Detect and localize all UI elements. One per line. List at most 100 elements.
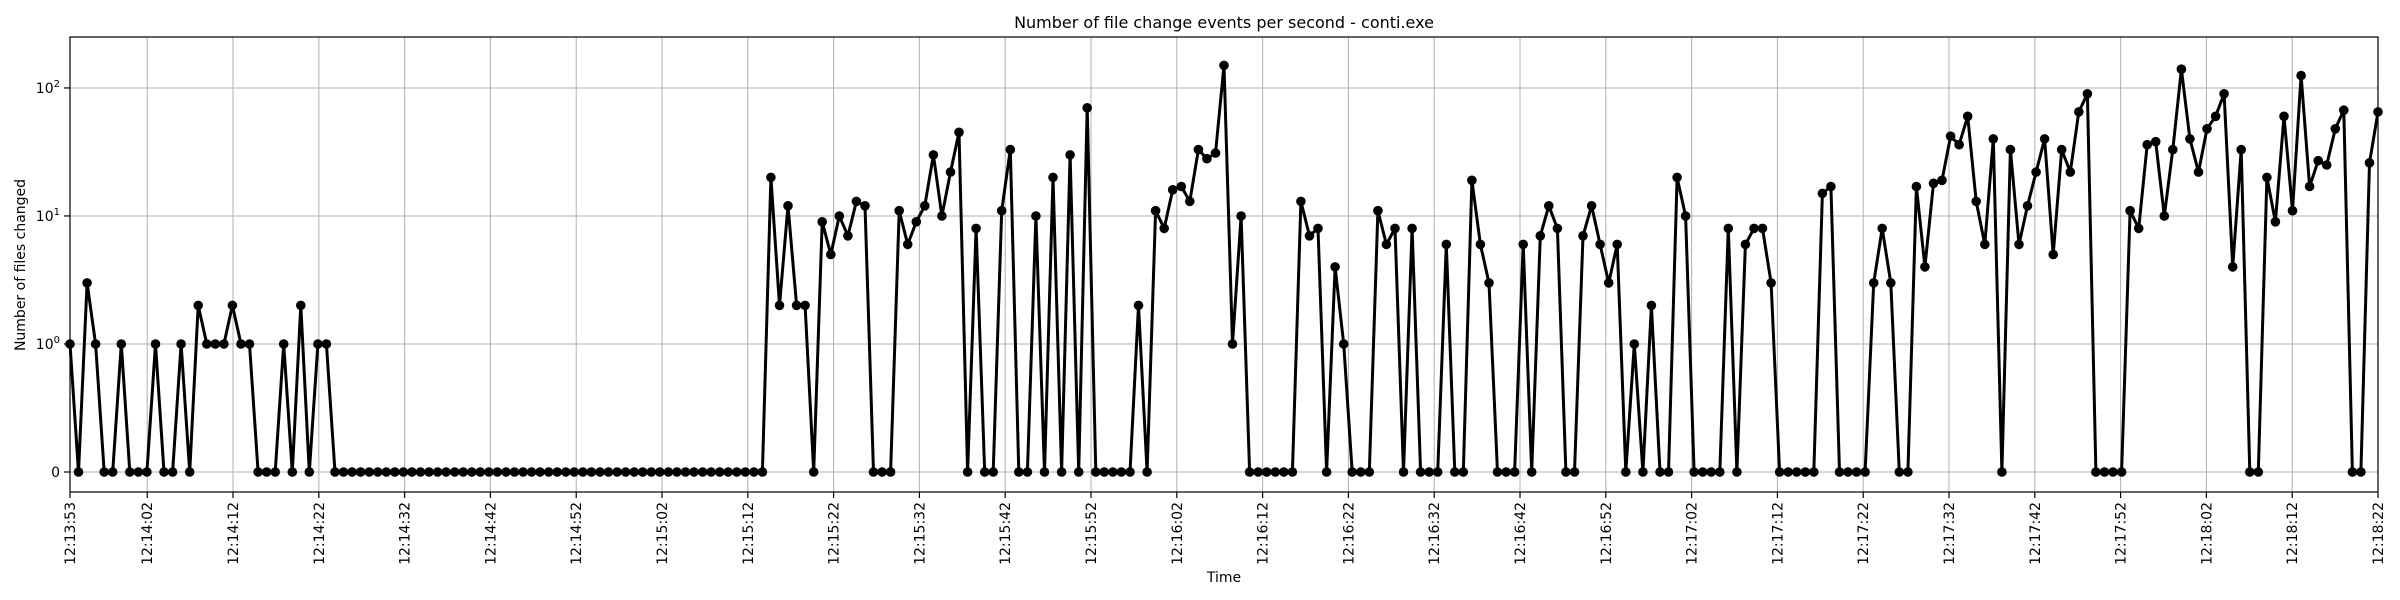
data-point xyxy=(219,339,229,349)
data-point xyxy=(116,339,127,349)
data-point xyxy=(1467,175,1477,186)
data-point xyxy=(2185,134,2195,144)
data-point xyxy=(1475,239,1486,250)
data-point xyxy=(920,201,930,211)
series-line xyxy=(68,63,2380,474)
x-tick-label: 12:17:12 xyxy=(1770,502,1786,565)
data-point xyxy=(1903,467,1913,477)
x-tick-label: 12:15:12 xyxy=(741,502,757,565)
data-point xyxy=(2245,467,2255,477)
data-point xyxy=(1108,467,1118,477)
data-point xyxy=(706,467,716,477)
data-point xyxy=(1595,239,1605,250)
x-tick-label: 12:15:22 xyxy=(827,502,843,565)
data-point xyxy=(484,467,494,477)
data-point xyxy=(937,211,947,221)
data-point xyxy=(1586,201,1597,211)
data-point xyxy=(1561,467,1571,477)
data-point xyxy=(1706,467,1716,477)
x-tick-label: 12:16:32 xyxy=(1427,502,1443,565)
data-point xyxy=(817,217,827,227)
data-point xyxy=(774,300,785,311)
data-point xyxy=(757,467,768,477)
x-tick-label: 12:16:22 xyxy=(1341,502,1357,565)
data-point xyxy=(637,467,648,477)
data-point xyxy=(2091,467,2101,477)
data-point xyxy=(2262,172,2272,183)
x-tick-label: 12:15:02 xyxy=(655,502,671,565)
data-point xyxy=(1962,111,1973,122)
data-point xyxy=(2142,139,2152,150)
data-point xyxy=(296,300,306,311)
data-point xyxy=(868,467,879,477)
data-point xyxy=(1193,144,1204,155)
data-point xyxy=(1826,181,1836,192)
data-point xyxy=(1296,196,1306,207)
data-point xyxy=(1398,467,1409,477)
data-point xyxy=(1432,467,1443,477)
data-point xyxy=(107,467,118,477)
data-point xyxy=(398,467,409,477)
data-point xyxy=(73,467,84,477)
plot-frame xyxy=(69,36,2379,493)
data-point xyxy=(1270,467,1281,477)
data-point xyxy=(1253,467,1263,477)
data-point xyxy=(851,196,862,207)
data-point xyxy=(1415,467,1426,477)
data-point xyxy=(347,467,357,477)
data-point xyxy=(569,467,580,477)
data-point xyxy=(1817,188,1828,199)
data-point xyxy=(1364,467,1375,477)
data-point xyxy=(1125,467,1135,477)
data-point xyxy=(808,467,819,477)
data-point xyxy=(714,467,725,477)
y-tick-label: 0 xyxy=(51,465,60,481)
data-point xyxy=(1663,467,1674,477)
data-point xyxy=(407,467,417,477)
data-point xyxy=(902,239,913,250)
data-point xyxy=(911,217,922,227)
data-point xyxy=(270,467,281,477)
data-point xyxy=(2210,111,2221,122)
data-point xyxy=(1894,467,1905,477)
data-point xyxy=(595,467,605,477)
x-tick-label: 12:17:52 xyxy=(2114,502,2130,565)
data-point xyxy=(1313,223,1323,234)
data-point xyxy=(2065,167,2076,177)
data-point xyxy=(1954,139,1964,150)
data-point xyxy=(962,467,973,477)
data-point xyxy=(2279,111,2289,122)
data-point xyxy=(2168,144,2178,155)
data-point xyxy=(424,467,434,477)
data-point xyxy=(1116,467,1127,477)
data-point xyxy=(2108,467,2118,477)
data-point xyxy=(1509,467,1520,477)
data-point xyxy=(202,339,212,349)
data-point xyxy=(1886,278,1896,288)
data-point xyxy=(2133,223,2144,234)
x-tick-label: 12:14:32 xyxy=(398,502,414,565)
data-point xyxy=(2339,105,2349,115)
data-point xyxy=(1142,467,1152,477)
y-axis-label: Number of files changed xyxy=(13,179,29,351)
data-point xyxy=(1381,239,1392,250)
data-point xyxy=(1441,239,1452,250)
data-point xyxy=(2321,160,2332,170)
data-point xyxy=(860,201,870,211)
x-tick-label: 12:15:52 xyxy=(1084,502,1100,565)
data-point xyxy=(1407,223,1417,234)
data-point xyxy=(1603,278,1614,288)
data-point xyxy=(441,467,451,477)
data-point xyxy=(449,467,460,477)
data-point xyxy=(475,467,486,477)
data-point xyxy=(2313,155,2323,166)
data-point xyxy=(390,467,400,477)
data-point xyxy=(1988,134,1999,144)
y-tick-label: 102 xyxy=(36,79,60,97)
data-point xyxy=(2176,64,2187,74)
data-point xyxy=(287,467,298,477)
data-point xyxy=(552,467,562,477)
data-point xyxy=(2270,217,2281,227)
data-point xyxy=(2116,467,2127,477)
data-point xyxy=(458,467,469,477)
